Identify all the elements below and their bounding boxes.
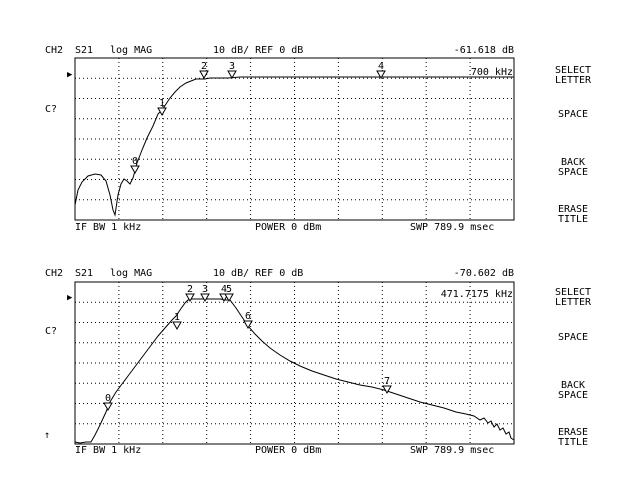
format-label: log MAG xyxy=(110,45,153,56)
marker-label: 2 xyxy=(187,284,193,295)
marker-group: 0 1 2 3 4 xyxy=(130,61,386,175)
graticule-grid xyxy=(75,58,514,220)
marker-label: 7 xyxy=(384,376,390,387)
marker-triangle-icon xyxy=(172,321,182,331)
marker-triangle-icon xyxy=(130,165,140,175)
trace-line xyxy=(74,76,514,217)
marker-label: 1 xyxy=(174,312,180,323)
marker-triangle-icon xyxy=(103,402,113,412)
ifbw-label: IF BW 1 kHz xyxy=(75,445,142,456)
marker-value: -61.618 dB xyxy=(453,45,514,56)
marker-frequency: 700 kHz xyxy=(470,67,513,78)
softkey-back-space[interactable]: BACK SPACE xyxy=(557,380,589,401)
softkey-back-space[interactable]: BACK SPACE xyxy=(557,157,589,178)
param-label: S21 xyxy=(75,268,94,279)
sweep-label: SWP 789.9 msec xyxy=(410,445,495,456)
softkey-erase-title[interactable]: ERASE TITLE xyxy=(557,427,589,448)
marker-label: 0 xyxy=(132,156,138,167)
marker-triangle-icon xyxy=(227,70,237,80)
softkey-select-letter[interactable]: SELECT LETTER xyxy=(554,287,592,308)
ifbw-label: IF BW 1 kHz xyxy=(75,222,142,233)
marker-label: 1 xyxy=(159,98,165,109)
scale-label: 10 dB/ REF 0 dB xyxy=(213,268,304,279)
right-triangle-icon: ▶ xyxy=(67,70,73,80)
marker-triangle-icon xyxy=(199,70,209,80)
channel-label: CH2 xyxy=(45,45,64,56)
softkey-space[interactable]: SPACE xyxy=(557,332,589,343)
scale-label: 10 dB/ REF 0 dB xyxy=(213,45,304,56)
power-label: POWER 0 dBm xyxy=(255,222,322,233)
marker-label: 3 xyxy=(229,61,235,72)
power-label: POWER 0 dBm xyxy=(255,445,322,456)
trace-line xyxy=(74,298,515,444)
channel-label: CH2 xyxy=(45,268,64,279)
softkey-erase-title[interactable]: ERASE TITLE xyxy=(557,204,589,225)
format-label: log MAG xyxy=(110,268,153,279)
marker-label: 0 xyxy=(105,393,111,404)
marker-label: 3 xyxy=(202,284,208,295)
side-label: C? xyxy=(45,104,58,115)
sweep-label: SWP 789.9 msec xyxy=(410,222,495,233)
marker-label: 5 xyxy=(226,284,232,295)
marker-triangle-icon xyxy=(224,293,234,303)
marker-label: 2 xyxy=(201,61,207,72)
marker-triangle-icon xyxy=(382,385,392,395)
marker-label: 6 xyxy=(245,311,251,322)
softkey-select-letter[interactable]: SELECT LETTER xyxy=(554,65,592,86)
marker-value: -70.602 dB xyxy=(453,268,514,279)
param-label: S21 xyxy=(75,45,94,56)
marker-triangle-icon xyxy=(376,70,386,80)
marker-triangle-icon xyxy=(157,107,167,117)
up-arrow-icon: ↑ xyxy=(44,430,51,441)
marker-label: 4 xyxy=(378,61,384,72)
softkey-space[interactable]: SPACE xyxy=(557,109,589,120)
marker-frequency: 471.7175 kHz xyxy=(440,289,513,300)
right-triangle-icon: ▶ xyxy=(67,293,73,303)
marker-triangle-icon xyxy=(185,293,195,303)
marker-triangle-icon xyxy=(243,320,253,330)
marker-triangle-icon xyxy=(200,293,210,303)
marker-label: 4 xyxy=(221,284,227,295)
side-label: C? xyxy=(45,326,58,337)
